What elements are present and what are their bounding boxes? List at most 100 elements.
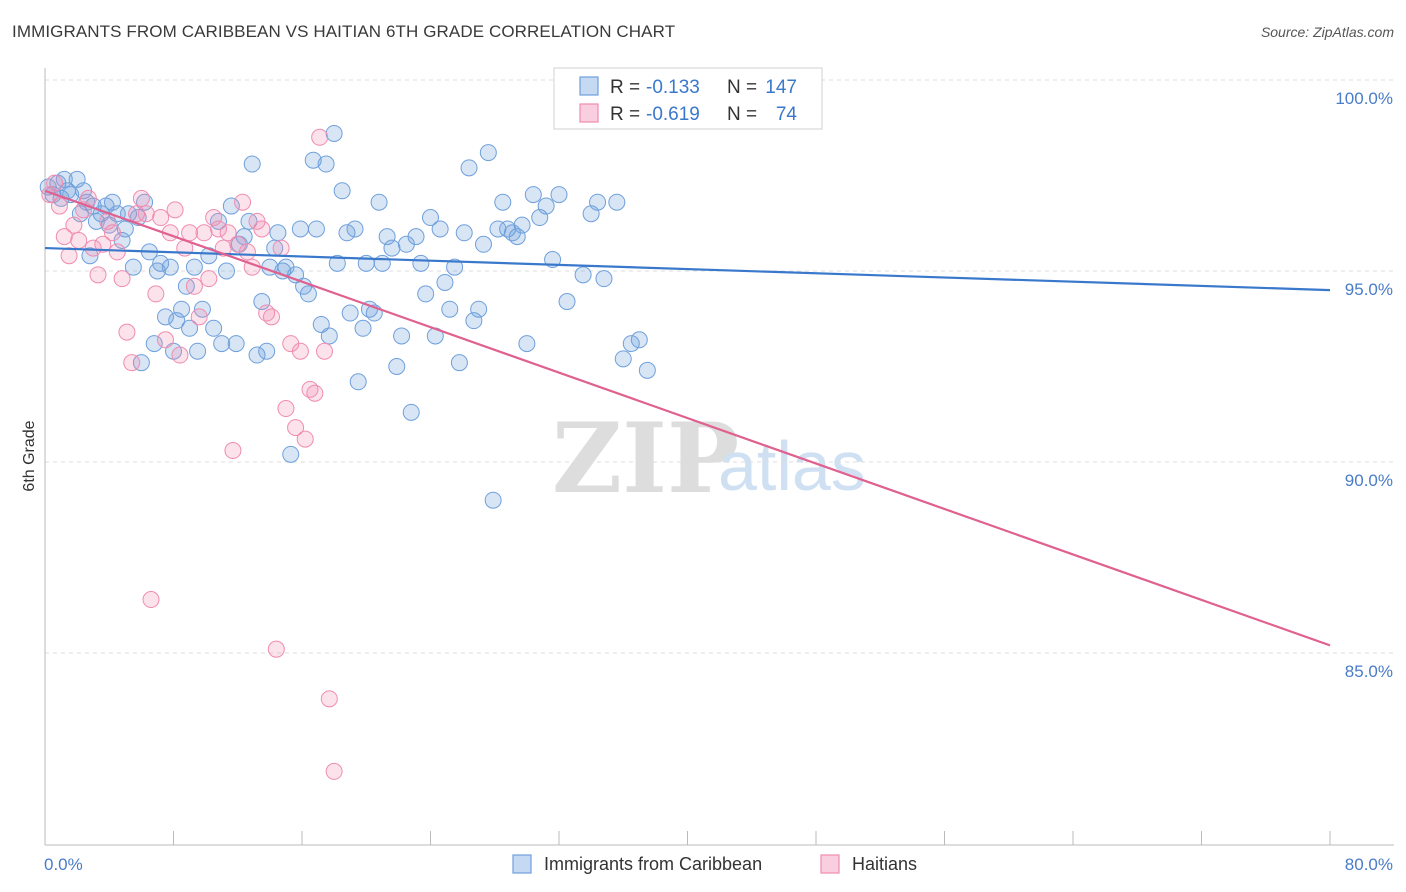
haitian-trend-line: [44, 189, 1331, 647]
haitian-point: [123, 354, 141, 372]
y-tick-label: 100.0%: [1335, 89, 1393, 108]
haitian-point: [306, 384, 324, 402]
caribbean-point: [574, 266, 592, 284]
caribbean-point: [436, 273, 454, 291]
haitian-point: [291, 342, 309, 360]
haitian-point: [171, 346, 189, 364]
caribbean-point: [450, 354, 468, 372]
caribbean-point: [168, 312, 186, 330]
caribbean-point: [537, 197, 555, 215]
haitian-point: [320, 690, 338, 708]
caribbean-point: [479, 144, 497, 162]
haitian-point: [152, 209, 170, 227]
caribbean-point: [156, 308, 174, 326]
legend-swatch-haitians: [820, 854, 840, 874]
caribbean-point: [407, 228, 425, 246]
haitian-point: [50, 197, 68, 215]
legend-swatch-caribbean: [579, 76, 599, 96]
caribbean-point: [181, 319, 199, 337]
watermark-zip: ZIP: [552, 402, 739, 515]
series-layer: [39, 71, 1331, 780]
haitian-point: [190, 308, 208, 326]
caribbean-point: [412, 254, 430, 272]
haitian-point: [315, 342, 333, 360]
caribbean-point: [124, 258, 142, 276]
caribbean-point: [253, 293, 271, 311]
stats-legend: R = -0.133 N = 147 R = -0.619 N = 74: [553, 67, 823, 130]
caribbean-point: [630, 331, 648, 349]
legend-n-label: N =: [727, 77, 757, 98]
legend-r-label: R =: [610, 77, 640, 98]
haitian-point: [181, 224, 199, 242]
caribbean-point: [524, 186, 542, 204]
haitian-point: [325, 762, 343, 780]
caribbean-point: [218, 262, 236, 280]
caribbean-point: [213, 335, 231, 353]
caribbean-point: [325, 124, 343, 142]
caribbean-point: [258, 342, 276, 360]
haitian-point: [272, 239, 290, 257]
haitian-point: [219, 224, 237, 242]
haitian-point: [55, 228, 73, 246]
haitian-point: [234, 193, 252, 211]
haitian-point: [253, 220, 271, 238]
caribbean-point: [393, 327, 411, 345]
caribbean-point: [341, 304, 359, 322]
haitian-point: [296, 430, 314, 448]
legend-r-label: R =: [610, 104, 640, 125]
haitian-point: [238, 243, 256, 261]
caribbean-point: [282, 445, 300, 463]
haitian-point: [132, 189, 150, 207]
haitian-point: [113, 270, 131, 288]
caribbean-point: [614, 350, 632, 368]
caribbean-point: [494, 193, 512, 211]
caribbean-point: [55, 170, 73, 188]
chart-source: Source: ZipAtlas.com: [1260, 24, 1394, 40]
haitian-point: [84, 239, 102, 257]
caribbean-point: [388, 358, 406, 375]
x-tick-label: 0.0%: [44, 855, 83, 874]
legend-r-value: -0.133: [646, 77, 700, 98]
haitian-point: [108, 243, 126, 261]
caribbean-point: [152, 254, 170, 272]
haitian-point: [156, 331, 174, 349]
haitian-point: [205, 209, 223, 227]
caribbean-point: [145, 335, 163, 353]
caribbean-point: [484, 491, 502, 509]
chart-title: IMMIGRANTS FROM CARIBBEAN VS HAITIAN 6TH…: [12, 22, 676, 41]
caribbean-point: [518, 335, 536, 353]
caribbean-point: [307, 220, 325, 238]
caribbean-point: [243, 155, 261, 173]
legend-swatch-caribbean: [512, 854, 532, 874]
haitian-point: [262, 308, 280, 326]
legend-label-caribbean: Immigrants from Caribbean: [544, 854, 762, 874]
caribbean-point: [475, 235, 493, 253]
haitian-point: [70, 231, 88, 249]
caribbean-point: [370, 193, 388, 211]
caribbean-point: [608, 193, 626, 211]
caribbean-point: [227, 335, 245, 353]
caribbean-point: [346, 220, 364, 238]
legend-r-value: -0.619: [646, 104, 700, 125]
caribbean-point: [205, 319, 223, 337]
caribbean-point: [465, 312, 483, 330]
caribbean-point: [320, 327, 338, 345]
caribbean-point: [373, 254, 391, 272]
caribbean-point: [446, 258, 464, 276]
haitian-point: [200, 270, 218, 288]
caribbean-point: [189, 342, 207, 360]
legend-swatch-haitians: [579, 103, 599, 123]
legend-n-label: N =: [727, 104, 757, 125]
caribbean-point: [455, 224, 473, 242]
caribbean-point: [622, 335, 640, 353]
haitian-point: [46, 174, 64, 192]
caribbean-point: [333, 182, 351, 200]
haitian-point: [147, 285, 165, 303]
caribbean-point: [248, 346, 266, 364]
caribbean-point: [222, 197, 240, 215]
haitian-point: [277, 400, 295, 418]
haitian-point: [195, 224, 213, 242]
caribbean-point: [422, 209, 439, 227]
legend-label-haitians: Haitians: [852, 854, 917, 874]
